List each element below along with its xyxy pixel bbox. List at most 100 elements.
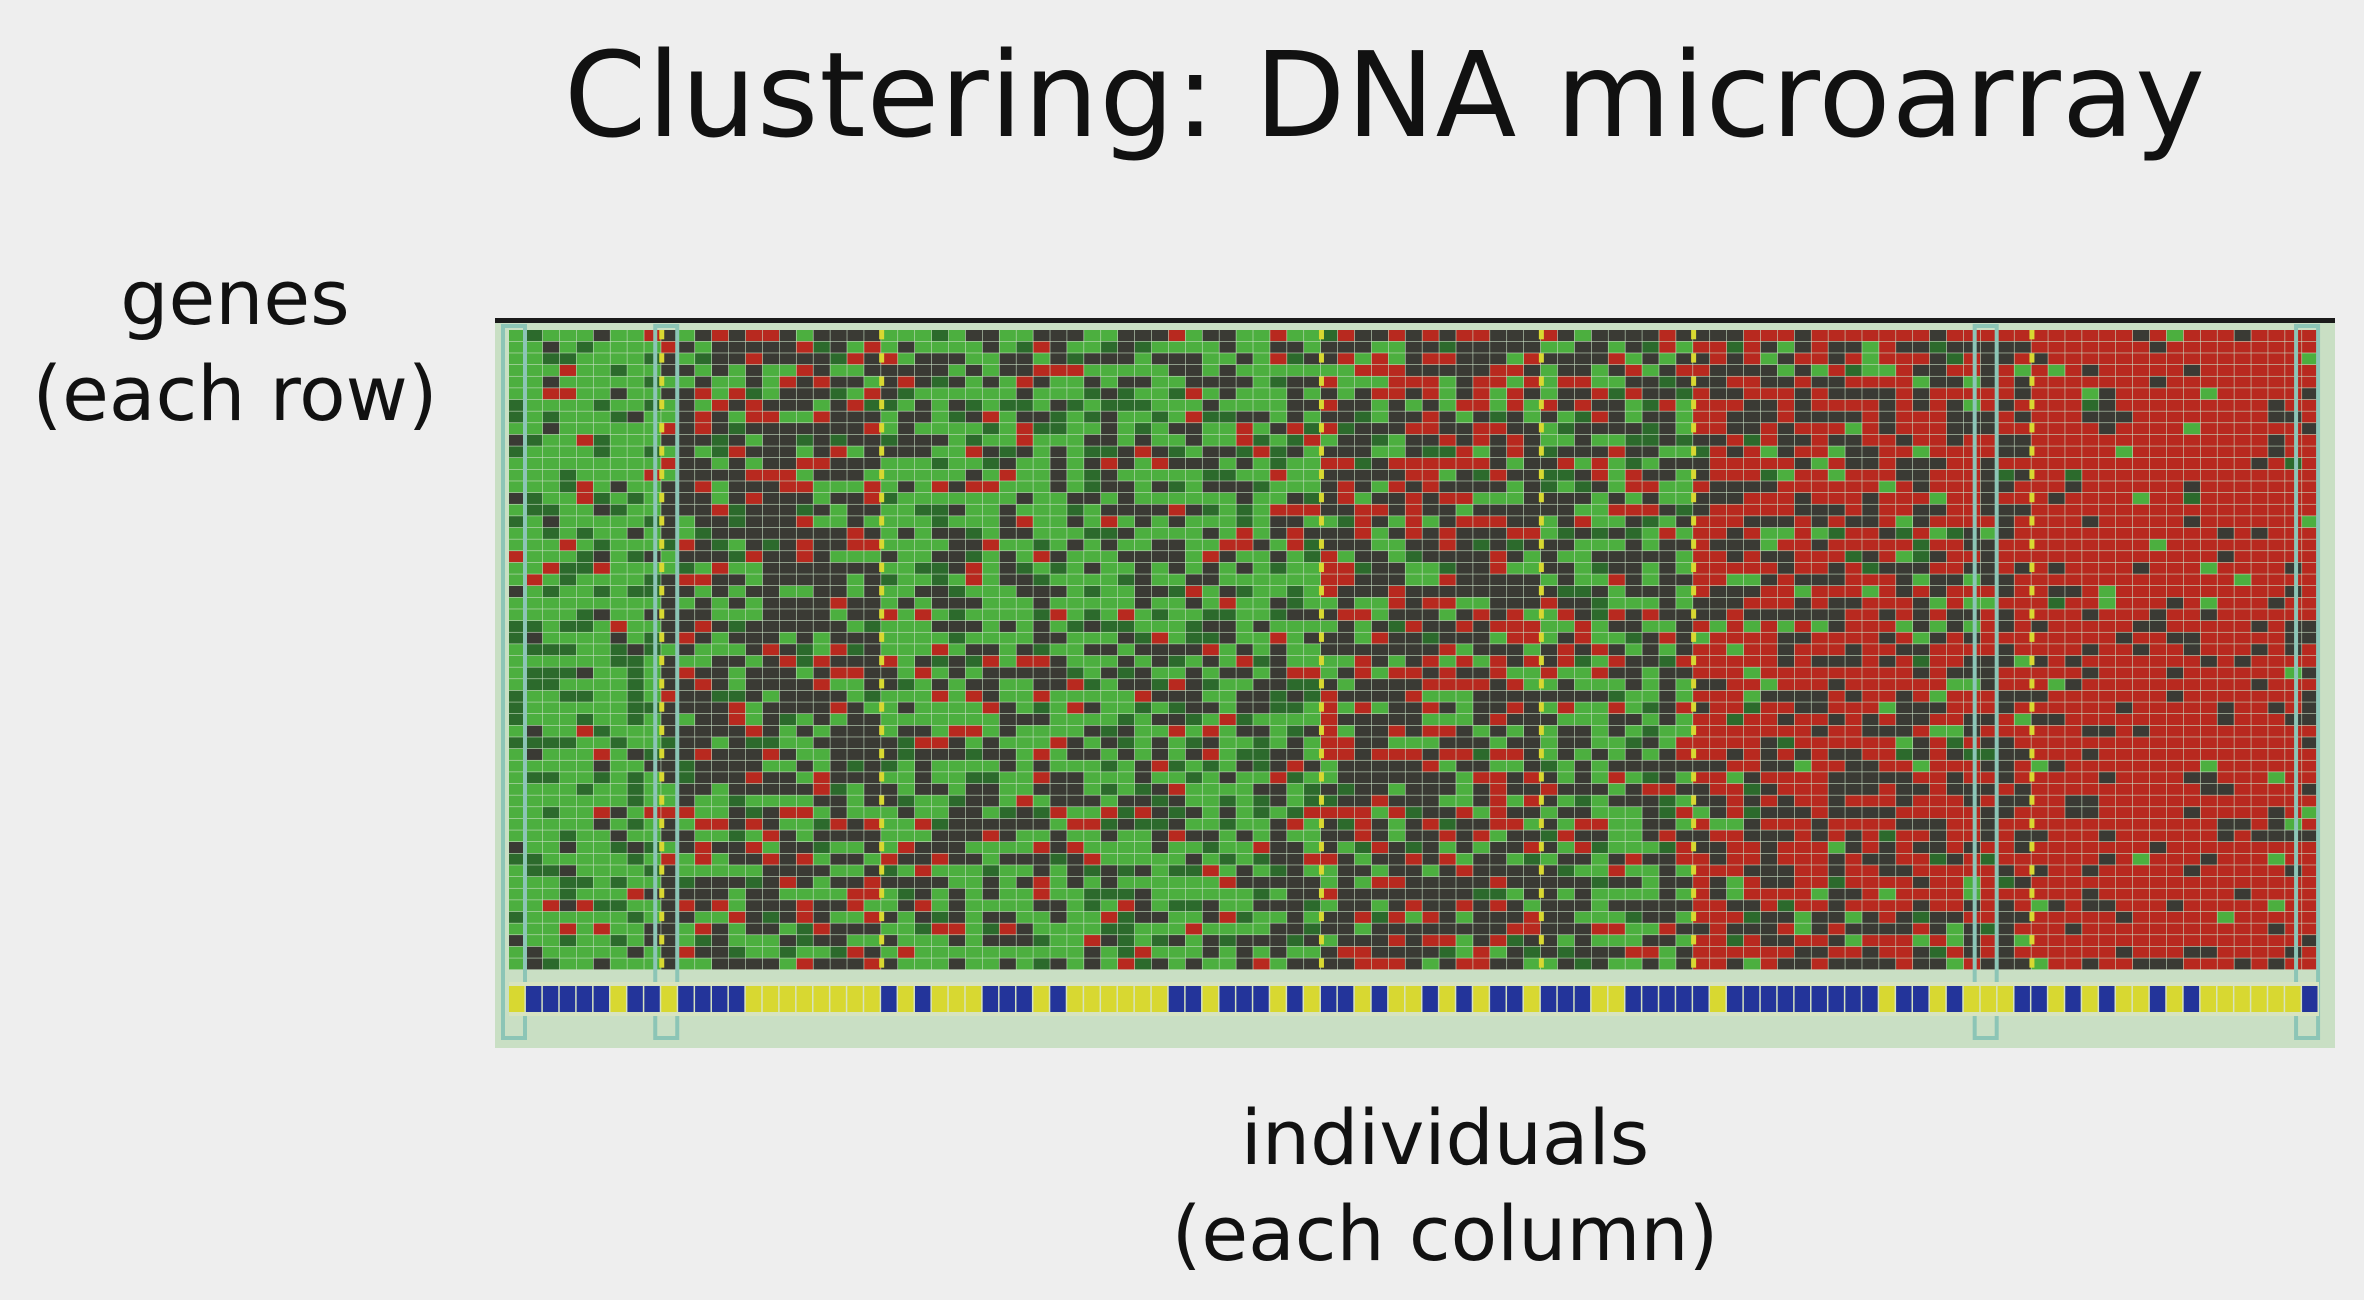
heatmap-cell <box>1693 830 1710 842</box>
heatmap-cell <box>898 830 915 842</box>
heatmap-cell <box>711 923 729 935</box>
heatmap-cell <box>627 783 644 795</box>
heatmap-cell <box>542 609 560 621</box>
heatmap-cell <box>1523 714 1541 726</box>
heatmap-cell <box>1490 364 1507 376</box>
heatmap-cell <box>1168 748 1186 760</box>
heatmap-cell <box>1422 725 1439 737</box>
heatmap-cell <box>1016 341 1033 353</box>
heatmap-cell <box>898 504 915 516</box>
heatmap-cell <box>1726 539 1744 551</box>
heatmap-cell <box>1185 772 1202 784</box>
heatmap-cell <box>1219 551 1236 563</box>
heatmap-cell <box>881 807 898 819</box>
heatmap-cell <box>1659 353 1676 365</box>
heatmap-cell <box>1354 527 1372 539</box>
heatmap-cell <box>745 795 763 807</box>
heatmap-cell <box>1033 481 1050 493</box>
heatmap-cell <box>1743 876 1761 888</box>
heatmap-cell <box>1253 388 1270 400</box>
heatmap-cell <box>1253 411 1270 423</box>
heatmap-cell <box>2031 702 2048 714</box>
heatmap-cell <box>2014 574 2031 586</box>
heatmap-cell <box>1997 469 2014 481</box>
heatmap-cell <box>1168 655 1186 667</box>
heatmap-cell <box>711 632 729 644</box>
heatmap-cell <box>1811 853 1828 865</box>
heatmap-cell <box>1574 702 1592 714</box>
heatmap-cell <box>1574 388 1592 400</box>
heatmap-cell <box>1676 795 1693 807</box>
heatmap-cell <box>948 388 966 400</box>
heatmap-cell <box>1067 527 1084 539</box>
heatmap-cell <box>1507 411 1524 423</box>
heatmap-cell <box>1117 597 1135 609</box>
heatmap-cell <box>1117 516 1135 528</box>
heatmap-cell <box>1050 446 1067 458</box>
heatmap-cell <box>1033 504 1050 516</box>
heatmap-cell <box>948 458 966 470</box>
heatmap-cell <box>1117 958 1135 970</box>
heatmap-cell <box>813 341 830 353</box>
heatmap-cell <box>1963 876 1981 888</box>
heatmap-cell <box>1473 644 1490 656</box>
heatmap-cell <box>711 469 729 481</box>
heatmap-cell <box>1151 760 1169 772</box>
heatmap-cell <box>1760 702 1778 714</box>
heatmap-cell <box>1473 364 1490 376</box>
heatmap-cell <box>1693 876 1710 888</box>
heatmap-cell <box>1828 364 1845 376</box>
heatmap-cell <box>1659 609 1676 621</box>
heatmap-cell <box>1946 818 1964 830</box>
heatmap-cell <box>1591 376 1608 388</box>
heatmap-cell <box>1659 562 1676 574</box>
heatmap-cell <box>1710 830 1727 842</box>
heatmap-cell <box>1642 632 1659 644</box>
heatmap-cell <box>678 923 695 935</box>
heatmap-cell <box>847 458 864 470</box>
heatmap-cell <box>525 760 543 772</box>
heatmap-cell <box>779 888 796 900</box>
heatmap-cell <box>1304 632 1321 644</box>
heatmap-cell <box>1726 446 1744 458</box>
heatmap-cell <box>864 737 881 749</box>
heatmap-cell <box>1523 353 1541 365</box>
heatmap-cell <box>1050 388 1067 400</box>
heatmap-cell <box>1388 795 1405 807</box>
heatmap-cell <box>644 830 661 842</box>
heatmap-cell <box>965 458 983 470</box>
heatmap-cell <box>1523 411 1541 423</box>
heatmap-cell <box>509 725 526 737</box>
heatmap-cell <box>1879 586 1896 598</box>
heatmap-cell <box>1608 783 1625 795</box>
heatmap-cell <box>1710 748 1727 760</box>
heatmap-cell <box>1760 330 1778 342</box>
heatmap-cell <box>1828 935 1845 947</box>
heatmap-cell <box>1726 690 1744 702</box>
heatmap-cell <box>762 330 780 342</box>
heatmap-cell <box>796 876 813 888</box>
heatmap-cell <box>1896 504 1913 516</box>
heatmap-cell <box>1777 620 1795 632</box>
heatmap-cell <box>1439 469 1456 481</box>
heatmap-cell <box>711 620 729 632</box>
heatmap-cell <box>525 341 543 353</box>
heatmap-cell <box>1608 458 1625 470</box>
heatmap-cell <box>779 353 796 365</box>
heatmap-cell <box>1963 958 1981 970</box>
heatmap-cell <box>1490 411 1507 423</box>
heatmap-cell <box>1557 551 1575 563</box>
heatmap-cell <box>1388 562 1405 574</box>
heatmap-cell <box>1557 458 1575 470</box>
heatmap-cell <box>610 714 627 726</box>
heatmap-cell <box>1084 423 1101 435</box>
heatmap-cell <box>2014 702 2031 714</box>
heatmap-cell <box>965 911 983 923</box>
heatmap-cell <box>559 469 577 481</box>
heatmap-cell <box>779 760 796 772</box>
heatmap-cell <box>711 772 729 784</box>
heatmap-cell <box>864 446 881 458</box>
heatmap-cell <box>1963 679 1981 691</box>
heatmap-cell <box>1151 807 1169 819</box>
heatmap-cell <box>1625 923 1642 935</box>
